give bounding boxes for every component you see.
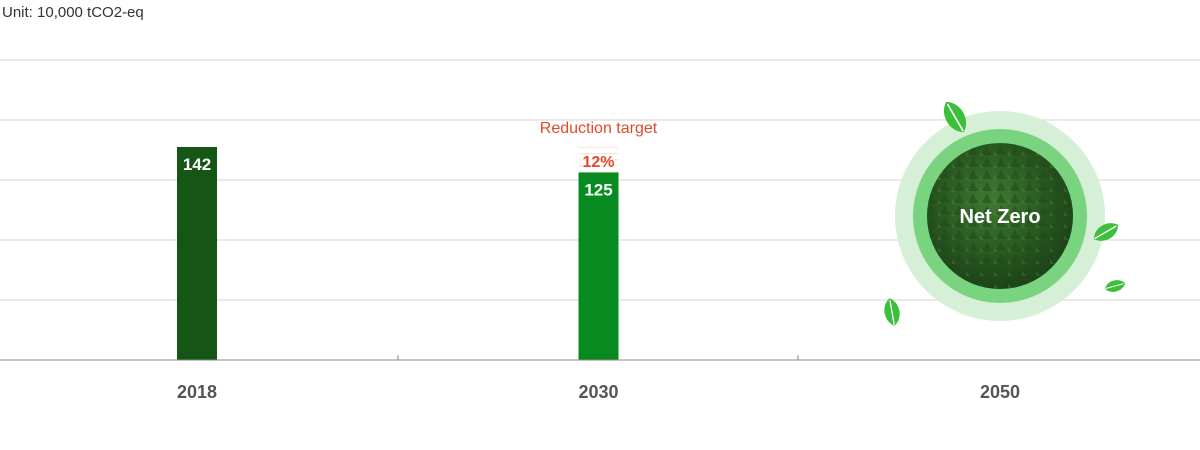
bar-2018 — [177, 147, 217, 360]
net-zero-label: Net Zero — [959, 206, 1040, 228]
leaf-icon — [1093, 223, 1119, 241]
x-tick-label-2018: 2018 — [177, 382, 217, 402]
leaf-icon — [1104, 280, 1126, 292]
reduction-target: 12% Reduction target — [540, 120, 658, 173]
leaf-icon — [943, 101, 967, 133]
reduction-segment — [578, 153, 619, 155]
bars: 142 125 — [177, 147, 619, 360]
reduction-segment — [578, 159, 619, 161]
x-tick-label-2030: 2030 — [578, 382, 618, 402]
reduction-label: Reduction target — [540, 120, 658, 137]
data-label-2018: 142 — [183, 155, 211, 174]
reduction-segment — [578, 165, 619, 167]
reduction-percent: 12% — [582, 154, 614, 171]
x-axis: 2018 2030 2050 — [0, 355, 1200, 402]
leaf-icon — [884, 298, 900, 326]
x-tick-label-2050: 2050 — [980, 382, 1020, 402]
reduction-segment — [578, 171, 619, 173]
leaves — [884, 101, 1126, 326]
net-zero-badge: Net Zero — [895, 111, 1105, 321]
reduction-segment — [578, 147, 619, 149]
unit-label: Unit: 10,000 tCO2-eq — [2, 4, 144, 21]
bar-2030 — [578, 172, 619, 360]
forest-texture — [927, 143, 1073, 289]
data-label-2030: 125 — [584, 181, 612, 200]
